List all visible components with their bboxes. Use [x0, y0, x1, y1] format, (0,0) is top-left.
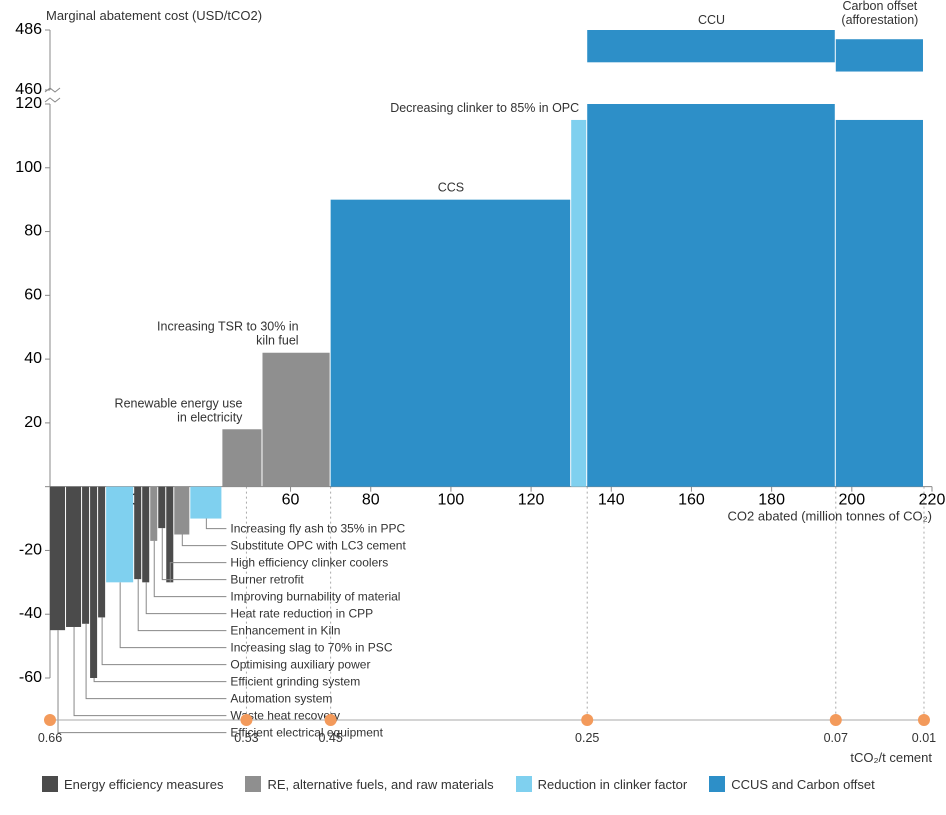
bar [262, 353, 329, 487]
bar-label: CCS [438, 181, 464, 195]
legend: Energy efficiency measures RE, alternativ… [0, 768, 946, 796]
bar [331, 200, 571, 487]
y-tick-label: -40 [19, 605, 42, 622]
x-tick-label: 220 [919, 492, 946, 509]
legend-swatch [516, 776, 532, 792]
x-tick-label: 180 [758, 492, 785, 509]
bar [222, 429, 261, 486]
bar-label: Increasing fly ash to 35% in PPC [230, 522, 405, 536]
x-tick-label: 160 [678, 492, 705, 509]
legend-swatch [709, 776, 725, 792]
y-tick-label: 486 [15, 21, 42, 38]
bar-label: Renewable energy use [115, 396, 243, 410]
intensity-axis-title: tCO₂/t cement [850, 750, 932, 765]
intensity-label: 0.01 [912, 731, 936, 745]
leader-line [102, 617, 226, 664]
y-tick-label: -60 [19, 669, 42, 686]
bar [66, 487, 81, 627]
intensity-dot [830, 714, 842, 726]
legend-label: Reduction in clinker factor [538, 777, 688, 792]
bar-label: CCU [698, 13, 725, 27]
bar-label: Burner retrofit [230, 573, 304, 587]
leader-line [138, 579, 226, 631]
bar [98, 487, 105, 618]
bar [150, 487, 157, 541]
intensity-dot [325, 714, 337, 726]
bar-label: Carbon offset [842, 0, 917, 13]
y-tick-label: 460 [15, 81, 42, 98]
bar-label: in electricity [177, 410, 243, 424]
bar [134, 487, 141, 579]
bar-label: Enhancement in Kiln [230, 624, 340, 638]
y-tick-label: 40 [24, 350, 42, 367]
legend-item: Reduction in clinker factor [516, 776, 688, 792]
legend-swatch [42, 776, 58, 792]
legend-label: Energy efficiency measures [64, 777, 223, 792]
bar-label: Increasing slag to 70% in PSC [230, 641, 392, 655]
bar-label: Substitute OPC with LC3 cement [230, 539, 406, 553]
bar [158, 487, 165, 528]
legend-label: RE, alternative fuels, and raw materials [267, 777, 493, 792]
intensity-dot [240, 714, 252, 726]
leader-line [146, 582, 226, 613]
legend-label: CCUS and Carbon offset [731, 777, 875, 792]
x-tick-label: 80 [362, 492, 380, 509]
legend-item: RE, alternative fuels, and raw materials [245, 776, 493, 792]
bar-label: Automation system [230, 692, 332, 706]
y-axis-title: Marginal abatement cost (USD/tCO2) [46, 8, 262, 23]
intensity-label: 0.66 [38, 731, 62, 745]
bar [142, 487, 149, 583]
bar [571, 120, 586, 487]
leader-line [206, 519, 226, 529]
bar-label: High efficiency clinker coolers [230, 556, 388, 570]
bar [587, 104, 835, 487]
leader-line [182, 535, 226, 546]
leader-line [120, 582, 226, 647]
intensity-dot [44, 714, 56, 726]
x-tick-label: 60 [282, 492, 300, 509]
x-tick-label: 200 [838, 492, 865, 509]
legend-item: Energy efficiency measures [42, 776, 223, 792]
bar [50, 487, 65, 630]
intensity-label: 0.45 [318, 731, 342, 745]
macc-chart: -60-40-202040608010012046048620406080100… [0, 0, 946, 768]
y-tick-label: 60 [24, 286, 42, 303]
bar-label: Decreasing clinker to 85% in OPC [390, 101, 579, 115]
intensity-dot [918, 714, 930, 726]
intensity-dot [581, 714, 593, 726]
x-axis-title: CO2 abated (million tonnes of CO₂) [728, 509, 932, 524]
intensity-label: 0.53 [234, 731, 258, 745]
leader-line [154, 541, 226, 597]
axis-break [45, 98, 60, 102]
bar-upper [836, 39, 923, 71]
intensity-label: 0.25 [575, 731, 599, 745]
bar-label: Optimising auxiliary power [230, 658, 370, 672]
x-tick-label: 120 [518, 492, 545, 509]
y-tick-label: 20 [24, 414, 42, 431]
x-tick-label: 140 [598, 492, 625, 509]
bar-label: Improving burnability of material [230, 590, 400, 604]
bar [174, 487, 189, 535]
bar [90, 487, 97, 678]
intensity-label: 0.07 [824, 731, 848, 745]
bar-label: Increasing TSR to 30% in [157, 320, 299, 334]
y-tick-label: 80 [24, 223, 42, 240]
leader-line [94, 678, 226, 682]
legend-swatch [245, 776, 261, 792]
bar [106, 487, 133, 583]
bar [82, 487, 89, 624]
y-tick-label: -20 [19, 541, 42, 558]
y-tick-label: 100 [15, 159, 42, 176]
bar-label: (afforestation) [841, 13, 918, 27]
legend-item: CCUS and Carbon offset [709, 776, 875, 792]
bar-upper [587, 30, 835, 62]
bar-label: Efficient grinding system [230, 675, 360, 689]
bar-label: kiln fuel [256, 334, 298, 348]
bar [190, 487, 221, 519]
bar [836, 120, 923, 487]
x-tick-label: 100 [438, 492, 465, 509]
bar-label: Heat rate reduction in CPP [230, 607, 373, 621]
leader-line [86, 624, 226, 699]
